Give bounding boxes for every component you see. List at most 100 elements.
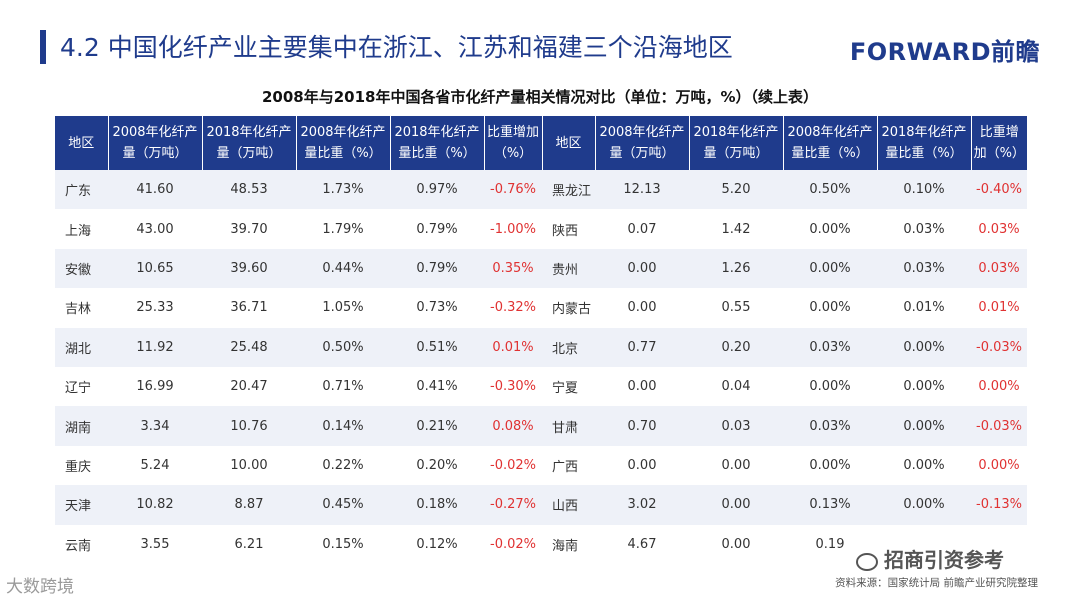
table-cell: 25.33 (108, 288, 202, 328)
table-cell: 0.14% (296, 406, 390, 446)
table-row: 湖南 3.34 10.76 0.14% 0.21% 0.08% 甘肃 0.70 0.03 0.03… (55, 406, 1027, 446)
table-cell: 10.82 (108, 485, 202, 525)
table-cell: 0.50% (296, 327, 390, 367)
table-cell: 0.13% (783, 485, 877, 525)
table-cell: 0.50% (783, 170, 877, 210)
region-cell: 吉林 (55, 288, 108, 328)
table-cell: 36.71 (202, 288, 296, 328)
table-cell: 0.00% (971, 366, 1027, 407)
table-cell: 0.35% (484, 248, 542, 289)
column-header: 2008年化纤产量（万吨） (108, 116, 203, 170)
table-cell: 0.77 (595, 327, 689, 367)
watermark-right-label: 招商引资参考 (884, 548, 1004, 572)
table-row: 吉林 25.33 36.71 1.05% 0.73% -0.32% 内蒙古 0.00 0.55 0… (55, 288, 1027, 328)
table-cell: 0.18% (390, 485, 484, 525)
table-cell: 0.00% (783, 366, 877, 407)
region-cell: 海南 (542, 524, 595, 564)
table-cell: 0.03% (783, 327, 877, 367)
table-cell: 0.15% (296, 524, 390, 564)
table-cell: 0.00% (877, 445, 971, 486)
table-header: 地区 2008年化纤产量（万吨） 2018年化纤产量（万吨） 2008年化纤产量比重（… (55, 116, 1027, 170)
table-cell: 0.01% (877, 288, 971, 328)
table-cell: 0.79% (390, 209, 484, 249)
watermark-right: 招商引资参考 (856, 544, 1004, 573)
table-cell: -1.00% (484, 209, 542, 249)
table-cell: 0.51% (390, 327, 484, 367)
table-cell: 12.13 (595, 170, 689, 210)
region-cell: 宁夏 (542, 366, 595, 407)
table-row: 辽宁 16.99 20.47 0.71% 0.41% -0.30% 宁夏 0.00 0.04 0.… (55, 366, 1027, 407)
table-cell: 10.65 (108, 248, 202, 289)
region-cell: 重庆 (55, 445, 108, 486)
table-cell: 0.00% (783, 209, 877, 249)
region-cell: 陕西 (542, 209, 595, 249)
table-cell: 0.00% (877, 485, 971, 525)
table-cell: 20.47 (202, 366, 296, 407)
table-cell: 39.70 (202, 209, 296, 249)
column-header: 比重增加（%） (484, 116, 543, 170)
table-cell: 1.42 (689, 209, 783, 249)
table-row: 湖北 11.92 25.48 0.50% 0.51% 0.01% 北京 0.77 0.20 0.0… (55, 327, 1027, 367)
region-cell: 内蒙古 (542, 288, 595, 328)
region-cell: 云南 (55, 524, 108, 564)
table-cell: 0.44% (296, 248, 390, 289)
table-cell: 0.00 (689, 445, 783, 486)
table-cell: 0.22% (296, 445, 390, 486)
table-cell: 0.55 (689, 288, 783, 328)
table-cell: 0.97% (390, 170, 484, 210)
table-cell: -0.02% (484, 445, 542, 486)
table-cell: 0.41% (390, 366, 484, 407)
table-cell: 0.03% (971, 248, 1027, 289)
header-row: 地区 2008年化纤产量（万吨） 2018年化纤产量（万吨） 2008年化纤产量比重（… (55, 116, 1027, 170)
table-cell: 1.05% (296, 288, 390, 328)
table-cell: 0.21% (390, 406, 484, 446)
table-cell: 0.00% (877, 406, 971, 446)
region-cell: 黑龙江 (542, 170, 595, 210)
column-header: 2018年化纤产量（万吨） (202, 116, 297, 170)
region-cell: 贵州 (542, 248, 595, 289)
table-cell: 48.53 (202, 170, 296, 210)
table-cell: 1.79% (296, 209, 390, 249)
table-cell: -0.02% (484, 524, 542, 564)
column-header: 地区 (55, 116, 109, 170)
table-cell: 0.00% (783, 248, 877, 289)
table-cell: 0.08% (484, 406, 542, 446)
table-cell: -0.13% (971, 485, 1027, 525)
table-row: 上海 43.00 39.70 1.79% 0.79% -1.00% 陕西 0.07 1.42 0.… (55, 209, 1027, 249)
table-row: 天津 10.82 8.87 0.45% 0.18% -0.27% 山西 3.02 0.00 0.1… (55, 485, 1027, 525)
table-cell: 0.20 (689, 327, 783, 367)
table-cell: 0.03% (877, 209, 971, 249)
table-body: 广东 41.60 48.53 1.73% 0.97% -0.76% 黑龙江 12.13 5.20… (55, 170, 1027, 564)
table-cell: 0.03% (783, 406, 877, 446)
region-cell: 广西 (542, 445, 595, 486)
table-cell: -0.32% (484, 288, 542, 328)
table-cell: 0.00% (783, 445, 877, 486)
table-cell: 0.03 (689, 406, 783, 446)
table-cell: 0.20% (390, 445, 484, 486)
table-cell: 10.00 (202, 445, 296, 486)
forward-logo: FORWARD前瞻 (849, 38, 1040, 66)
table-row: 安徽 10.65 39.60 0.44% 0.79% 0.35% 贵州 0.00 1.26 0.0… (55, 248, 1027, 289)
column-header: 2018年化纤产量比重（%） (390, 116, 485, 170)
table-cell: 3.02 (595, 485, 689, 525)
table-cell: 6.21 (202, 524, 296, 564)
table-cell: 0.03% (971, 209, 1027, 249)
table-cell: -0.40% (971, 170, 1027, 210)
table-cell: -0.03% (971, 406, 1027, 446)
table-cell: 0.10% (877, 170, 971, 210)
column-header: 2008年化纤产量比重（%） (783, 116, 878, 170)
table-cell: 0.00 (689, 485, 783, 525)
table-row: 广东 41.60 48.53 1.73% 0.97% -0.76% 黑龙江 12.13 5.20… (55, 170, 1027, 210)
table-cell: 0.70 (595, 406, 689, 446)
page-title: 4.2 中国化纤产业主要集中在浙江、江苏和福建三个沿海地区 (60, 33, 733, 62)
region-cell: 广东 (55, 170, 108, 210)
table-cell: -0.27% (484, 485, 542, 525)
table-cell: 5.20 (689, 170, 783, 210)
column-header: 2018年化纤产量比重（%） (877, 116, 972, 170)
table-cell: 3.55 (108, 524, 202, 564)
table-cell: 3.34 (108, 406, 202, 446)
table-cell: 10.76 (202, 406, 296, 446)
watermark-left: 大数跨境 (6, 577, 74, 597)
table-cell: 0.00% (971, 445, 1027, 486)
table-cell: -0.03% (971, 327, 1027, 367)
